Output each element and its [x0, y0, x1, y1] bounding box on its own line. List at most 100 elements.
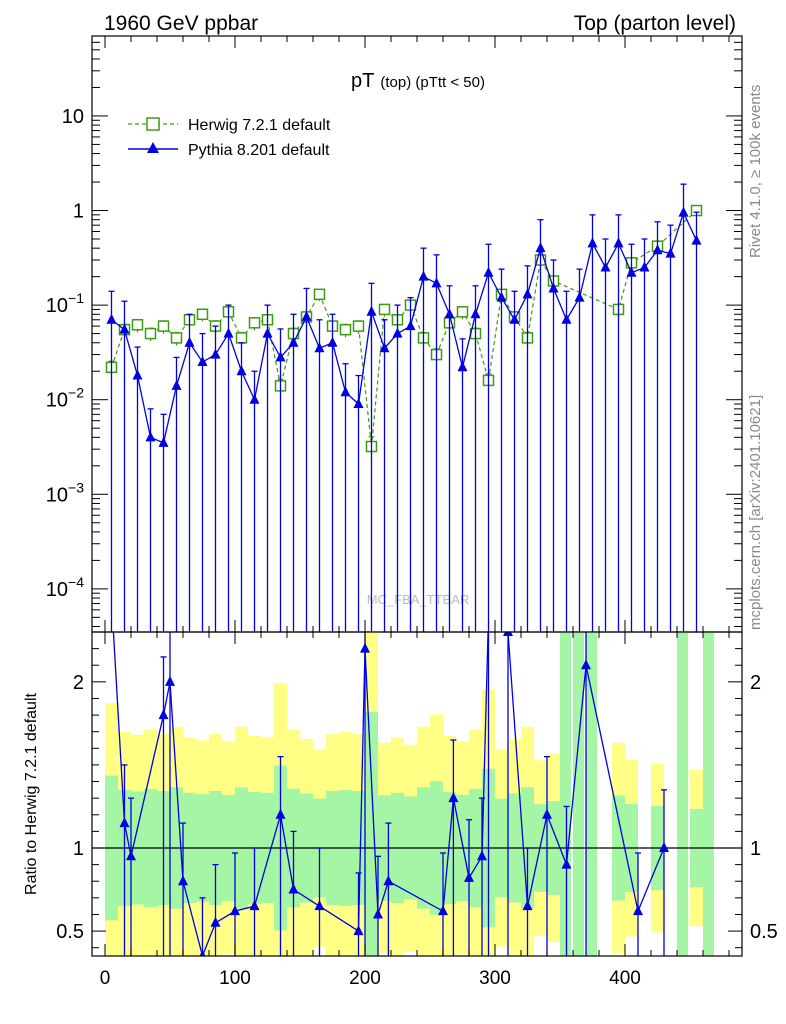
ratio-y-tick-label: 2 [73, 672, 84, 694]
header-right-label: Top (parton level) [574, 12, 736, 35]
pythia-point [223, 327, 234, 338]
ratio-axis-ticks [92, 631, 742, 956]
ratio-point [633, 905, 643, 916]
ratio-point [438, 905, 448, 916]
ratio-point [448, 792, 459, 803]
ratio-y-tick-label: 1 [73, 838, 84, 860]
pythia-point [197, 356, 208, 367]
herwig-point [352, 320, 365, 332]
ratio-point [314, 900, 325, 911]
ratio-point [353, 925, 364, 936]
ratio-y-tick-label-right: 1 [750, 838, 761, 860]
herwig-band-empty [560, 632, 571, 956]
main-y-tick-labels: 10−4 10−3 10−2 10−1 1 10 [46, 106, 84, 601]
pythia-point [509, 313, 520, 324]
pythia-point [600, 261, 611, 272]
ratio-point [659, 842, 669, 852]
main-panel: MC_FBA_TTBAR 10−4 10−3 10−2 10−1 1 10 [46, 35, 743, 633]
pythia-point [613, 237, 624, 248]
pythia-point [496, 291, 507, 302]
pythia-point [145, 431, 156, 442]
main-y-tick-label: 1 [73, 201, 84, 223]
ratio-point [165, 675, 175, 686]
pythia-point [652, 244, 663, 255]
legend-pythia-label: Pythia 8.201 default [188, 142, 330, 159]
pythia-point [106, 313, 117, 324]
pythia-series [106, 183, 702, 632]
legend-herwig-marker [146, 117, 160, 131]
ratio-y-axis-label: Ratio to Herwig 7.2.1 default [23, 693, 40, 895]
ratio-y-tick-label-right: 2 [750, 672, 761, 694]
ratio-frame [91, 631, 743, 957]
herwig-point [248, 317, 261, 329]
herwig-point [456, 306, 469, 318]
pythia-point [691, 234, 702, 245]
ratio-point [126, 850, 136, 861]
ratio-point [275, 808, 286, 819]
watermark-label: MC_FBA_TTBAR [367, 592, 470, 607]
pythia-point [587, 237, 598, 248]
pythia-point [210, 348, 221, 359]
pythia-point [340, 386, 351, 397]
pythia-point [366, 305, 377, 316]
ratio-y-tick-labels: 0.5 0.5 1 1 2 2 [56, 672, 778, 943]
ratio-point [210, 916, 221, 927]
main-y-tick-label: 10−4 [46, 574, 84, 601]
herwig-band-empty [573, 632, 584, 956]
main-y-tick-label: 10−1 [46, 290, 84, 317]
ratio-point [477, 850, 487, 861]
x-tick-label: 100 [219, 968, 251, 989]
legend-entry-herwig: Herwig 7.2.1 default [128, 117, 331, 134]
ratio-point [158, 709, 169, 720]
pythia-point [236, 365, 247, 376]
pythia-point [639, 261, 650, 272]
ratio-point [464, 871, 474, 882]
pythia-point [522, 288, 533, 299]
herwig-band-empty [586, 632, 597, 956]
herwig-series [105, 204, 703, 464]
title-sub: (top) (pTtt < 50) [380, 74, 485, 91]
ratio-y-tick-label: 0.5 [56, 921, 84, 943]
ratio-point [561, 858, 572, 869]
herwig-point [378, 303, 391, 316]
ratio-point [542, 808, 552, 819]
main-axis-ticks [92, 35, 742, 632]
herwig-point [313, 288, 326, 301]
ratio-pythia-series [112, 632, 669, 956]
herwig-band-empty [703, 632, 714, 956]
pythia-point [249, 393, 260, 404]
legend: Herwig 7.2.1 default Pythia 8.201 defaul… [128, 117, 331, 159]
pythia-point [275, 351, 286, 362]
legend-entry-pythia: Pythia 8.201 default [128, 142, 330, 159]
main-y-tick-label: 10−2 [46, 385, 84, 412]
herwig-point [144, 327, 157, 340]
pythia-point [444, 308, 455, 319]
rivet-side-label: Rivet 4.1.0, ≥ 100k events [747, 85, 764, 258]
pythia-point [483, 266, 494, 277]
ratio-panel: 0.5 0.5 1 1 2 2 0 100 200 300 400 Ratio to Herwig… [23, 631, 778, 989]
ratio-uncertainty-bands [105, 632, 714, 956]
herwig-point [196, 308, 209, 321]
main-y-tick-label: 10−3 [46, 479, 84, 506]
pythia-point [470, 308, 481, 319]
legend-herwig-label: Herwig 7.2.1 default [188, 117, 331, 134]
plot-title: pT (top) (pTtt < 50) [351, 70, 485, 92]
ratio-point [249, 900, 260, 911]
pythia-point [314, 342, 325, 353]
x-tick-label: 200 [349, 968, 381, 989]
pythia-point [353, 398, 364, 409]
pythia-point [626, 266, 637, 277]
ratio-point [360, 642, 370, 653]
pythia-line [111, 210, 698, 444]
pythia-point [132, 369, 143, 380]
ratio-point [503, 632, 513, 636]
ratio-point [383, 875, 394, 886]
pythia-point [561, 313, 572, 324]
pythia-point [392, 327, 403, 338]
herwig-point [170, 332, 183, 344]
header-left-label: 1960 GeV ppbar [104, 12, 258, 35]
main-y-tick-label: 10 [62, 106, 84, 128]
pythia-point [327, 336, 338, 347]
ratio-y-tick-label-right: 0.5 [750, 921, 778, 943]
